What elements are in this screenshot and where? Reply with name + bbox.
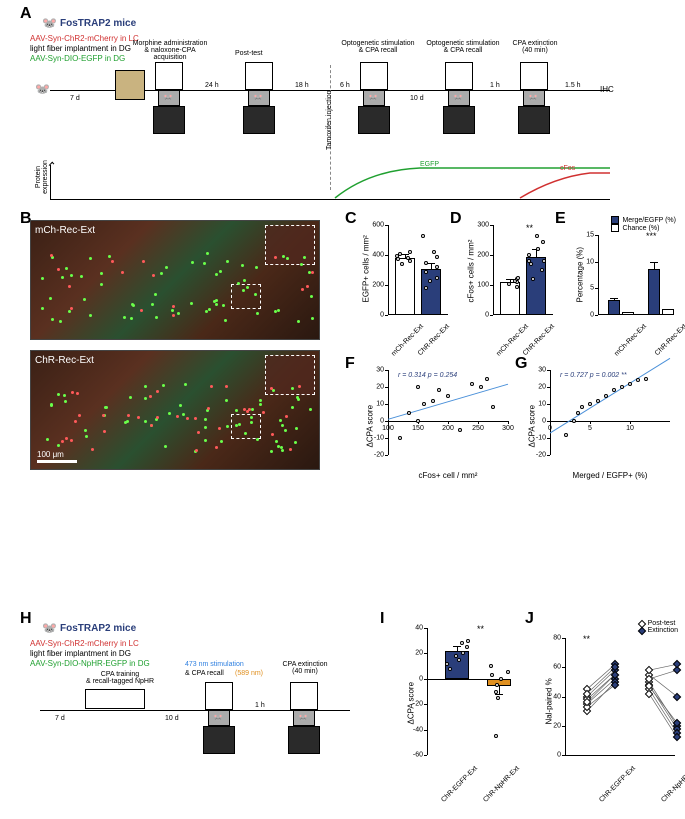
panel-g-chart: -20-1001020300510ΔCPA scoreMerged / EGFP… bbox=[520, 365, 675, 480]
panel-e-chart: 051015Percentage (%)Merge/EGFP (%)Chance… bbox=[568, 220, 678, 335]
micro-chr-label: ChR-Rec-Ext bbox=[35, 355, 94, 366]
panel-j-chart: 020406080Nal-paired % Post-test Extincti… bbox=[535, 620, 680, 790]
stage-opto1-label: Optogenetic stimulation & CPA recall bbox=[338, 40, 418, 54]
panel-label-j: J bbox=[525, 610, 534, 628]
morphine-box-bot bbox=[153, 106, 185, 134]
protein-axis: EGFP cFos bbox=[50, 165, 610, 200]
interval-10d: 10 d bbox=[410, 95, 424, 102]
scale-bar bbox=[37, 460, 77, 463]
train-box bbox=[85, 689, 145, 709]
stage-ext-label: CPA extinction (40 min) bbox=[505, 40, 565, 54]
panel-b-micrographs: mCh-Rec-Ext ChR-Rec-Ext 100 μm bbox=[30, 215, 330, 475]
mouse-line-text: FosTRAP2 mice bbox=[60, 18, 136, 29]
micro-mch-label: mCh-Rec-Ext bbox=[35, 225, 95, 236]
mouse-icon-h: 🐭 bbox=[42, 621, 57, 635]
interval-h-1h: 1 h bbox=[255, 702, 265, 709]
panel-f-chart: -20-100102030100150200250300ΔCPA scorecF… bbox=[358, 365, 513, 480]
scale-bar-text: 100 μm bbox=[37, 450, 64, 459]
posttest-box-mid: 🐭 bbox=[248, 90, 270, 106]
interval-15h: 1.5 h bbox=[565, 82, 581, 89]
stim-box-mid: 🐭 bbox=[208, 710, 230, 726]
ext-h-box-bot bbox=[288, 726, 320, 754]
stage-stim-473: 473 nm stimulation bbox=[185, 661, 244, 668]
panel-d-chart: 0100200300cFos+ cells / mm²mCh-Rec-ExtCh… bbox=[463, 220, 558, 335]
virus3-text: AAV-Syn-DIO-EGFP in DG bbox=[30, 54, 125, 63]
virus2-text: light fiber implantment in DG bbox=[30, 44, 131, 53]
virus2-text-h: light fiber implantment in DG bbox=[30, 649, 131, 658]
protein-ylabel: Protein expression bbox=[35, 160, 49, 194]
virus3-text-h: AAV-Syn-DIO-NpHR-EGFP in DG bbox=[30, 659, 150, 668]
opto1-box-mid: 🐭 bbox=[363, 90, 385, 106]
opto1-box-bot bbox=[358, 106, 390, 134]
interval-h-7d: 7 d bbox=[55, 715, 65, 722]
expression-curves bbox=[50, 165, 610, 200]
cfos-curve-label: cFos bbox=[560, 165, 575, 172]
stage-ext-h-label: CPA extinction (40 min) bbox=[275, 661, 335, 675]
opto2-box-mid: 🐭 bbox=[448, 90, 470, 106]
tamoxifen-label: Tamoxifen injection bbox=[326, 90, 333, 150]
panel-c-chart: 0200400600EGFP+ cells / mm²mCh-Rec-ExtCh… bbox=[358, 220, 453, 335]
stage-train-label: CPA training & recall-tagged NpHR bbox=[80, 671, 160, 685]
ext-box-bot bbox=[518, 106, 550, 134]
ext-h-box-mid: 🐭 bbox=[293, 710, 315, 726]
stage-opto2-label: Optogenetic stimulation & CPA recall bbox=[423, 40, 503, 54]
opto1-box-top bbox=[360, 62, 388, 90]
interval-24h: 24 h bbox=[205, 82, 219, 89]
ihc-label: IHC bbox=[600, 85, 614, 94]
micro-mch-inset bbox=[265, 225, 315, 265]
panel-a-timeline: 🐭 FosTRAP2 mice AAV-Syn-ChR2-mCherry in … bbox=[30, 10, 650, 200]
ext-h-box-top bbox=[290, 682, 318, 710]
stage-posttest-label: Post-test bbox=[235, 50, 263, 57]
stim-box-top bbox=[205, 682, 233, 710]
surgery-box bbox=[115, 70, 145, 100]
micrograph-chr: ChR-Rec-Ext 100 μm bbox=[30, 350, 320, 470]
mouse-line-text-h: FosTRAP2 mice bbox=[60, 623, 136, 634]
posttest-box-top bbox=[245, 62, 273, 90]
stage-morphine-label: Morphine administration & naloxone-CPA a… bbox=[130, 40, 210, 61]
virus1-text: AAV-Syn-ChR2-mCherry in LC bbox=[30, 34, 139, 43]
interval-7d: 7 d bbox=[70, 95, 80, 102]
morphine-box-top bbox=[155, 62, 183, 90]
stage-stim-recall: & CPA recall bbox=[185, 670, 224, 677]
interval-18h: 18 h bbox=[295, 82, 309, 89]
opto2-box-top bbox=[445, 62, 473, 90]
interval-6h: 6 h bbox=[340, 82, 350, 89]
ext-box-top bbox=[520, 62, 548, 90]
morphine-box-mid: 🐭 bbox=[158, 90, 180, 106]
panel-label-i: I bbox=[380, 610, 384, 628]
virus1-text-h: AAV-Syn-ChR2-mCherry in LC bbox=[30, 639, 139, 648]
panel-label-f: F bbox=[345, 355, 355, 373]
ext-box-mid: 🐭 bbox=[523, 90, 545, 106]
panel-i-chart: -60-40-2002040ΔCPA scoreChR-EGFP-ExtChR-… bbox=[395, 620, 510, 790]
interval-1h: 1 h bbox=[490, 82, 500, 89]
opto2-box-bot bbox=[443, 106, 475, 134]
posttest-box-bot bbox=[243, 106, 275, 134]
panel-h-timeline: 🐭 FosTRAP2 mice AAV-Syn-ChR2-mCherry in … bbox=[30, 615, 360, 795]
mouse-icon: 🐭 bbox=[42, 16, 57, 30]
micrograph-mch: mCh-Rec-Ext bbox=[30, 220, 320, 340]
stim-box-bot bbox=[203, 726, 235, 754]
stage-stim-589: (589 nm) bbox=[235, 670, 263, 677]
egfp-curve-label: EGFP bbox=[420, 161, 439, 168]
panel-label-c: C bbox=[345, 210, 357, 228]
mouse-start-icon: 🐭 bbox=[35, 82, 50, 96]
interval-h-10d: 10 d bbox=[165, 715, 179, 722]
